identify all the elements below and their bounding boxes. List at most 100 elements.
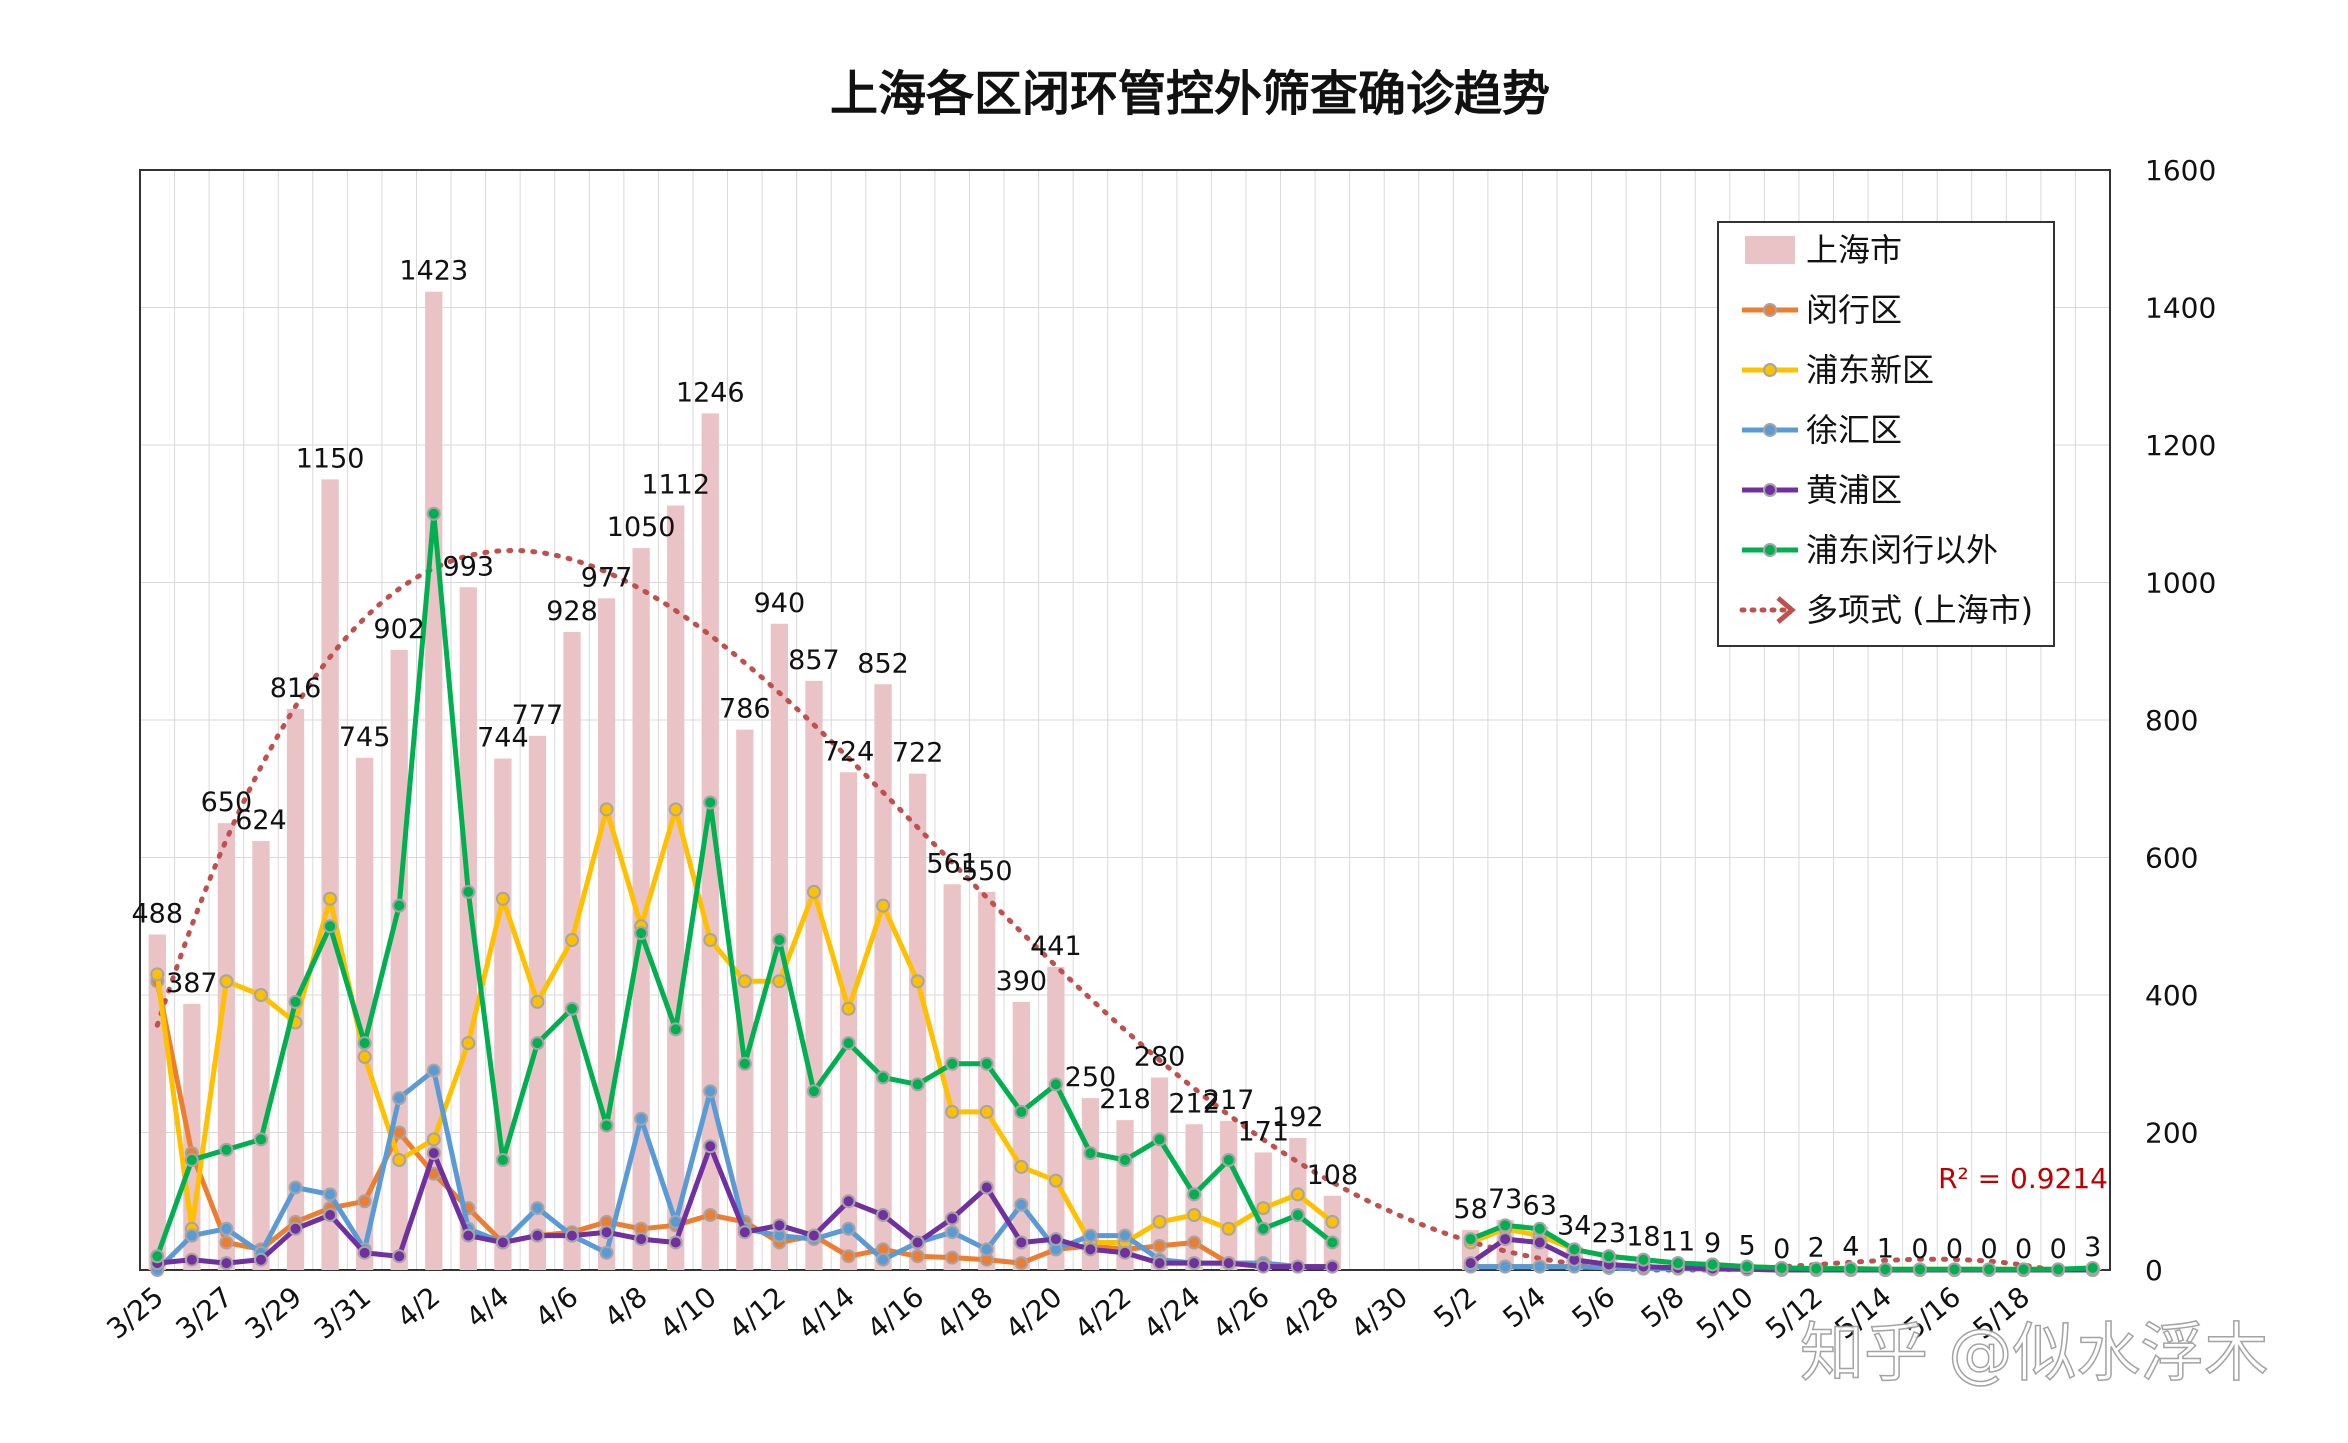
series-marker: [1118, 1245, 1132, 1260]
y-tick-label: 800: [2145, 704, 2198, 737]
series-marker: [1290, 1187, 1305, 1202]
bar-data-label: 1423: [399, 256, 468, 287]
series-marker: [668, 1022, 683, 1037]
series-marker: [495, 1153, 510, 1167]
series-marker: [495, 1235, 510, 1250]
series-marker: [2016, 1262, 2031, 1277]
series-marker: [945, 1211, 960, 1226]
series-marker: [1014, 1197, 1029, 1212]
series-marker: [1187, 1235, 1202, 1250]
series-marker: [910, 1249, 925, 1264]
bar-data-label: 108: [1307, 1160, 1359, 1191]
series-浦东闵行以外: [150, 506, 2100, 1277]
bar-data-label: 218: [1099, 1084, 1151, 1115]
bar-data-label: 561: [926, 848, 978, 879]
series-marker: [634, 1111, 649, 1126]
series-marker: [1152, 1214, 1167, 1229]
y-tick-label: 1000: [2145, 567, 2216, 600]
bar: [1047, 966, 1065, 1270]
series-marker: [1532, 1221, 1547, 1236]
bar: [597, 598, 616, 1270]
series-marker: [323, 891, 338, 906]
bar-data-label: 902: [373, 614, 425, 645]
series-marker: [1152, 1256, 1167, 1271]
bar-data-label: 928: [546, 596, 598, 627]
series-marker: [945, 1056, 960, 1071]
series-marker: [1048, 1173, 1063, 1188]
bar-data-label: 993: [443, 551, 495, 582]
series-marker: [392, 1125, 407, 1140]
series-marker: [1670, 1256, 1685, 1271]
series-marker: [392, 1091, 407, 1106]
bar-data-label: 550: [961, 856, 1013, 887]
bar: [390, 649, 408, 1270]
series-marker: [1014, 1104, 1029, 1119]
series-marker: [737, 1056, 752, 1071]
bar-data-label: 0: [1980, 1234, 1997, 1265]
series-marker: [219, 1221, 234, 1236]
legend-swatch: [1745, 236, 1795, 264]
series-marker: [1740, 1259, 1755, 1274]
series-marker: [599, 1118, 614, 1133]
series-marker: [461, 884, 476, 899]
series-marker: [1290, 1259, 1305, 1274]
bar-data-label: 387: [166, 968, 218, 999]
series-marker: [979, 1242, 994, 1257]
series-marker: [806, 1228, 821, 1243]
bar-data-label: 217: [1203, 1085, 1255, 1116]
bar-data-label: 852: [857, 648, 909, 679]
bar-data-label: 0: [2015, 1234, 2032, 1265]
bar-data-label: 280: [1134, 1042, 1186, 1073]
line-series: [150, 506, 2100, 1277]
bar: [494, 758, 512, 1270]
series-marker: [1256, 1259, 1271, 1274]
series-marker: [876, 1252, 891, 1267]
bar-data-label: 724: [823, 736, 875, 767]
bar: [908, 773, 927, 1270]
bar-data-label: 650: [201, 787, 253, 818]
series-marker: [910, 974, 925, 989]
series-marker: [910, 1235, 925, 1250]
series-marker: [357, 1194, 372, 1209]
bar-data-label: 441: [1030, 931, 1082, 962]
bar-data-label: 250: [1065, 1062, 1117, 1093]
series-marker: [2051, 1262, 2066, 1277]
series-marker: [772, 933, 787, 947]
series-marker: [565, 933, 580, 947]
bar-data-label: 34: [1557, 1211, 1591, 1242]
series-marker: [1048, 1077, 1063, 1092]
series-marker: [668, 802, 683, 817]
bar-data-label: 5: [1739, 1231, 1756, 1262]
series-marker: [1083, 1146, 1098, 1161]
legend-label: 闵行区: [1806, 291, 1902, 329]
data-labels: 4883876506248161150745902142399374477792…: [132, 256, 2102, 1265]
y-tick-label: 1400: [2145, 292, 2216, 325]
series-marker: [1083, 1242, 1098, 1257]
series-marker: [1636, 1252, 1651, 1267]
series-marker: [323, 1208, 338, 1222]
series-marker: [323, 1187, 338, 1202]
trendline: [154, 547, 2096, 1273]
bar-data-label: 1050: [607, 512, 676, 543]
bar-data-label: 722: [892, 738, 944, 769]
bar-data-label: 0: [1911, 1234, 1928, 1265]
bar: [632, 548, 650, 1270]
bar-data-label: 977: [581, 562, 633, 593]
legend-label: 浦东闵行以外: [1806, 531, 1998, 569]
series-marker: [1912, 1262, 1927, 1277]
series-marker: [1532, 1235, 1547, 1250]
bar-data-label: 0: [1946, 1234, 1963, 1265]
chart-title: 上海各区闭环管控外筛查确诊趋势: [830, 66, 1550, 122]
bar: [978, 891, 996, 1270]
bar-data-label: 9: [1704, 1228, 1721, 1259]
series-marker: [1982, 1262, 1997, 1277]
bar: [563, 632, 581, 1270]
bar-data-label: 1: [1877, 1233, 1894, 1264]
series-marker: [1187, 1208, 1202, 1222]
bar-data-label: 0: [2050, 1234, 2067, 1265]
r-squared-label: R² = 0.9214: [1938, 1162, 2108, 1195]
bar-data-label: 745: [339, 722, 391, 753]
y-tick-label: 600: [2145, 842, 2198, 875]
legend-marker: [1763, 483, 1777, 497]
